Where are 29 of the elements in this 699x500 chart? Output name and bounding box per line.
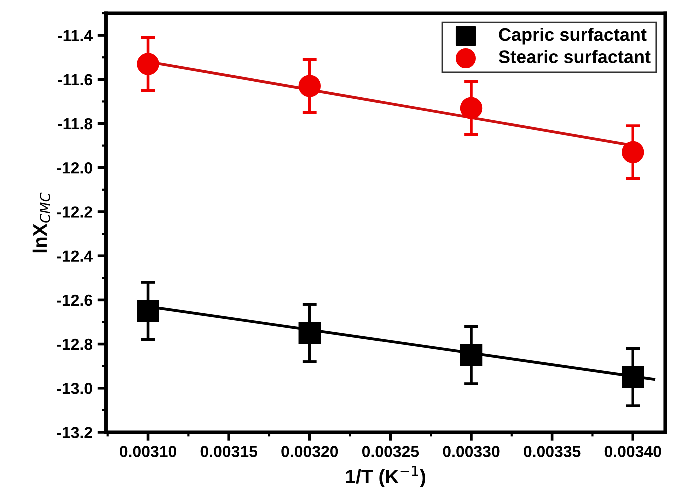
x-tick-label: 0.00340	[604, 446, 662, 458]
point	[622, 366, 644, 388]
point	[137, 300, 160, 322]
x-tick-label: 0.00330	[443, 446, 500, 458]
y-tick-label: -11.8	[58, 118, 93, 130]
x-tick-label: 0.00310	[120, 446, 176, 458]
legend-label: Stearic surfactant	[499, 50, 651, 64]
x-tick-label: 0.00335	[524, 446, 581, 458]
x-axis-title: 1/T (K$^{−1}$)	[346, 466, 426, 488]
point	[622, 141, 644, 164]
y-tick-label: -13.0	[57, 383, 92, 394]
y-tick-label: -11.4	[58, 30, 93, 42]
point	[460, 344, 483, 366]
y-tick-label: -12.2	[57, 206, 92, 218]
x-tick-label: 0.00325	[362, 446, 420, 458]
y-tick-label: -11.6	[58, 74, 92, 86]
x-tick-label: 0.00315	[200, 446, 258, 458]
point	[460, 97, 483, 120]
y-tick-label: -12.6	[57, 294, 92, 306]
y-tick-label: -12.0	[57, 162, 92, 174]
y-tick-label: -12.4	[57, 250, 93, 262]
x-tick-label: 0.00320	[282, 446, 338, 458]
point	[298, 322, 321, 344]
legend-label: Capric surfactant	[499, 28, 647, 45]
point	[298, 75, 321, 98]
y-tick-label: -13.2	[57, 427, 92, 438]
y-axis-title: lnX$_{CMC}$	[32, 192, 50, 253]
point	[137, 53, 160, 76]
y-tick-label: -12.8	[57, 338, 93, 350]
